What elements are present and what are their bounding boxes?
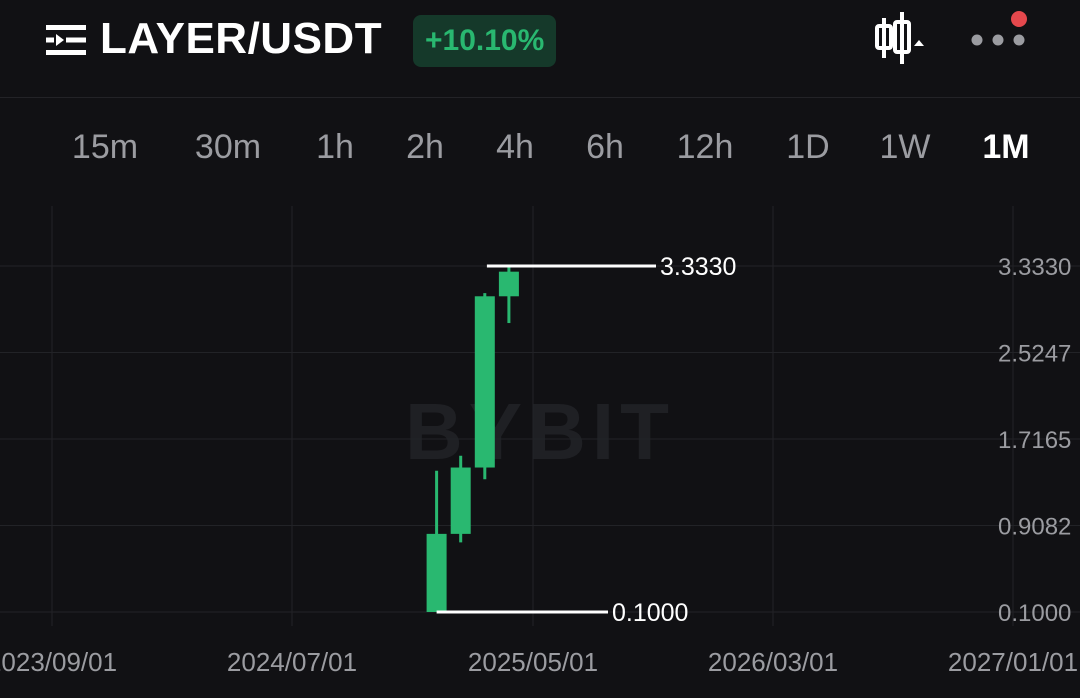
tab-4h[interactable]: 4h xyxy=(496,128,534,166)
tab-1h[interactable]: 1h xyxy=(316,128,354,166)
tab-1w[interactable]: 1W xyxy=(879,128,931,166)
chart-canvas[interactable]: 3.3330 2.5247 1.7165 0.9082 0.1000 2023/09/01… xyxy=(0,196,1080,698)
tab-30m[interactable]: 30m xyxy=(194,128,262,166)
candlestick-chart[interactable]: BYBIT 3.3330 2.5247 1.7165 0.9082 0.1000 2023… xyxy=(0,196,1080,698)
high-marker-label: 3.3330 xyxy=(660,253,736,281)
y-tick-label: 0.1000 xyxy=(998,600,1071,627)
x-tick-label: 2024/07/01 xyxy=(227,647,357,677)
low-marker-label: 0.1000 xyxy=(612,599,688,627)
y-tick-label: 2.5247 xyxy=(998,341,1071,368)
trading-pair-title[interactable]: LAYER/USDT xyxy=(100,14,383,63)
candlestick-chart-icon[interactable] xyxy=(872,10,928,66)
bybit-watermark: BYBIT xyxy=(405,387,675,476)
notification-dot xyxy=(1011,11,1027,27)
candle-body xyxy=(426,533,447,612)
more-icon[interactable] xyxy=(968,8,1030,64)
tab-15m[interactable]: 15m xyxy=(71,128,139,166)
y-tick-label: 0.9082 xyxy=(998,514,1071,541)
x-tick-label: 2025/05/01 xyxy=(468,647,598,677)
x-tick-label: 2026/03/01 xyxy=(708,647,838,677)
candle-body xyxy=(450,467,471,534)
candle-body xyxy=(498,271,519,297)
tab-12h[interactable]: 12h xyxy=(676,128,734,166)
candle-body xyxy=(474,296,495,468)
menu-icon[interactable] xyxy=(44,22,88,58)
price-change-badge: +10.10% xyxy=(413,15,557,67)
tab-1m[interactable]: 1M xyxy=(982,128,1030,166)
tab-1d[interactable]: 1D xyxy=(786,128,830,166)
x-tick-label: 2023/09/01 xyxy=(0,647,117,677)
tab-2h[interactable]: 2h xyxy=(406,128,444,166)
y-tick-label: 1.7165 xyxy=(998,427,1071,454)
tab-6h[interactable]: 6h xyxy=(586,128,624,166)
header: LAYER/USDT +10.10% xyxy=(0,0,1080,98)
x-tick-label: 2027/01/01 xyxy=(948,647,1078,677)
y-tick-label: 3.3330 xyxy=(998,254,1071,281)
timeframe-tabs: 15m 30m 1h 2h 4h 6h 12h 1D 1W 1M xyxy=(0,100,1080,196)
